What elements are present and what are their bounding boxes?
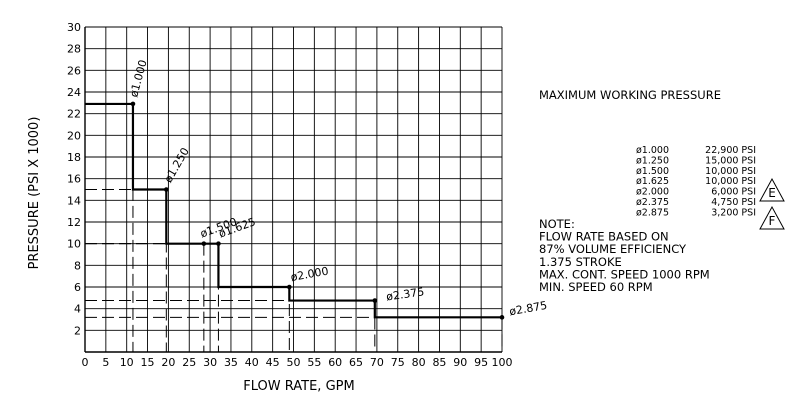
x-tick-label: 75	[391, 356, 405, 369]
data-point	[499, 315, 505, 320]
note-line: MAX. CONT. SPEED 1000 RPM	[539, 267, 710, 281]
note-line: FLOW RATE BASED ON	[539, 230, 669, 244]
y-tick-label: 26	[67, 64, 81, 77]
x-tick-label: 5	[102, 356, 109, 369]
data-point	[372, 298, 378, 303]
x-tick-label: 65	[349, 356, 363, 369]
y-tick-label: 30	[67, 21, 81, 34]
x-tick-label: 90	[453, 356, 467, 369]
y-tick-label: 14	[67, 194, 81, 207]
table-psi: 3,200 PSI	[711, 207, 756, 218]
x-tick-label: 15	[141, 356, 155, 369]
data-point	[216, 241, 221, 246]
x-tick-label: 80	[412, 356, 426, 369]
table-psi: 6,000 PSI	[711, 187, 756, 198]
table-diameter: ø1.625	[636, 176, 669, 187]
note-line: MIN. SPEED 60 RPM	[539, 280, 653, 294]
data-point	[201, 241, 207, 246]
data-points	[130, 101, 505, 320]
x-tick-label: 45	[266, 356, 280, 369]
table-title: MAXIMUM WORKING PRESSURE	[539, 88, 721, 102]
data-point	[130, 101, 136, 107]
x-tick-label: 30	[203, 356, 217, 369]
x-tick-label: 25	[182, 356, 196, 369]
note-line: 87% VOLUME EFFICIENCY	[539, 242, 687, 256]
revision-mark: E	[768, 186, 776, 200]
point-label: ø2.375	[385, 285, 425, 303]
y-tick-label: 12	[67, 216, 81, 229]
note-line: NOTE:	[539, 217, 575, 231]
x-tick-labels: 0 5 10 15 20 25 30 35 40 45 50 55 60 65 70 75 80 85 90 95 10…	[82, 356, 513, 369]
x-tick-label: 70	[370, 356, 384, 369]
x-tick-label: 35	[224, 356, 238, 369]
x-tick-label: 95	[474, 356, 488, 369]
x-tick-label: 85	[432, 356, 446, 369]
table-diameter: ø2.000	[636, 187, 669, 198]
y-tick-label: 10	[67, 238, 81, 251]
x-tick-label: 40	[245, 356, 259, 369]
table-diameter: ø1.250	[636, 155, 669, 166]
x-tick-label: 100	[492, 356, 513, 369]
point-label: ø1.000	[127, 58, 149, 98]
table-diameter: ø1.000	[636, 145, 669, 156]
data-point	[287, 284, 292, 290]
point-label: ø2.000	[290, 265, 330, 284]
point-labels: ø1.000ø1.250ø1.500ø1.625ø2.000ø2.375ø2.8…	[127, 58, 548, 318]
table-psi: 10,000 PSI	[705, 166, 756, 177]
y-tick-label: 20	[67, 129, 81, 142]
point-label: ø2.875	[508, 299, 548, 318]
note-line: 1.375 STROKE	[539, 255, 622, 269]
y-tick-label: 22	[67, 108, 81, 121]
data-point	[164, 187, 169, 192]
table-psi: 15,000 PSI	[705, 155, 756, 166]
x-tick-label: 50	[287, 356, 301, 369]
table-diameter: ø2.375	[636, 197, 669, 208]
y-tick-label: 2	[74, 324, 81, 337]
table-diameter: ø1.500	[636, 166, 669, 177]
y-tick-label: 24	[67, 86, 81, 99]
y-tick-label: 6	[74, 281, 81, 294]
table-psi: 22,900 PSI	[705, 145, 756, 156]
table-psi: 4,750 PSI	[711, 197, 756, 208]
x-tick-label: 20	[161, 356, 175, 369]
y-axis-label: PRESSURE (PSI X 1000)	[27, 117, 42, 270]
y-tick-label: 16	[67, 173, 81, 186]
grid	[84, 26, 503, 353]
revision-marks: EF	[759, 177, 785, 230]
table-diameter: ø2.875	[636, 207, 669, 218]
revision-triangle	[759, 205, 785, 230]
y-tick-label: 8	[74, 259, 81, 272]
pressure-table: ø1.000 22,900 PSI ø1.250 15,000 PSI ø1.500 10…	[636, 145, 756, 218]
axes	[84, 27, 502, 353]
revision-triangle	[759, 177, 785, 202]
x-tick-label: 60	[328, 356, 342, 369]
y-tick-label: 28	[67, 43, 81, 56]
revision-mark: F	[769, 214, 776, 228]
x-tick-label: 0	[82, 356, 89, 369]
x-axis-label: FLOW RATE, GPM	[243, 379, 354, 394]
table-psi: 10,000 PSI	[705, 176, 756, 187]
x-tick-label: 55	[307, 356, 321, 369]
x-tick-label: 10	[120, 356, 134, 369]
y-tick-label: 18	[67, 151, 81, 164]
y-tick-label: 4	[74, 303, 81, 316]
